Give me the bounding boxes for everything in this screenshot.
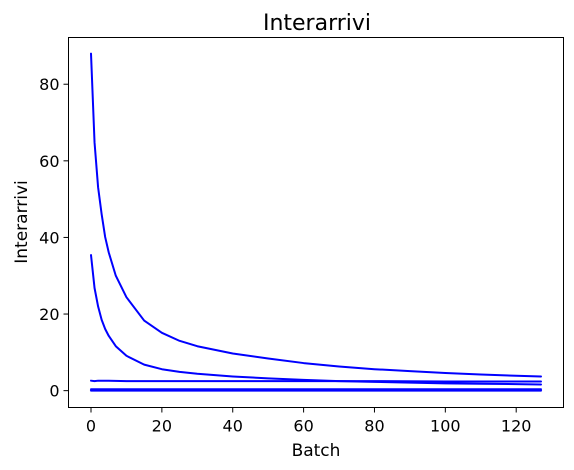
x-tick-label: 40 xyxy=(223,417,243,436)
series-line-1 xyxy=(91,54,541,377)
x-axis-label: Batch xyxy=(292,441,341,461)
chart-title: Interarrivi xyxy=(263,11,371,36)
series-line-3 xyxy=(91,381,541,382)
x-tick-label: 20 xyxy=(152,417,172,436)
series-layer xyxy=(91,54,541,391)
y-tick-label: 80 xyxy=(39,75,59,94)
x-tick-label: 120 xyxy=(501,417,532,436)
y-tick-label: 20 xyxy=(39,305,59,324)
plot-frame xyxy=(69,38,564,408)
y-tick-label: 40 xyxy=(39,228,59,247)
y-axis-ticks: 0 20 40 60 80 xyxy=(39,75,68,400)
x-tick-label: 80 xyxy=(364,417,384,436)
y-tick-label: 0 xyxy=(49,382,59,401)
x-tick-label: 0 xyxy=(86,417,96,436)
x-axis-ticks: 0 20 40 60 80 100 120 xyxy=(86,408,532,436)
x-tick-label: 100 xyxy=(430,417,461,436)
y-axis-label: Interarrivi xyxy=(12,180,32,264)
x-tick-label: 60 xyxy=(293,417,313,436)
y-tick-label: 60 xyxy=(39,152,59,171)
